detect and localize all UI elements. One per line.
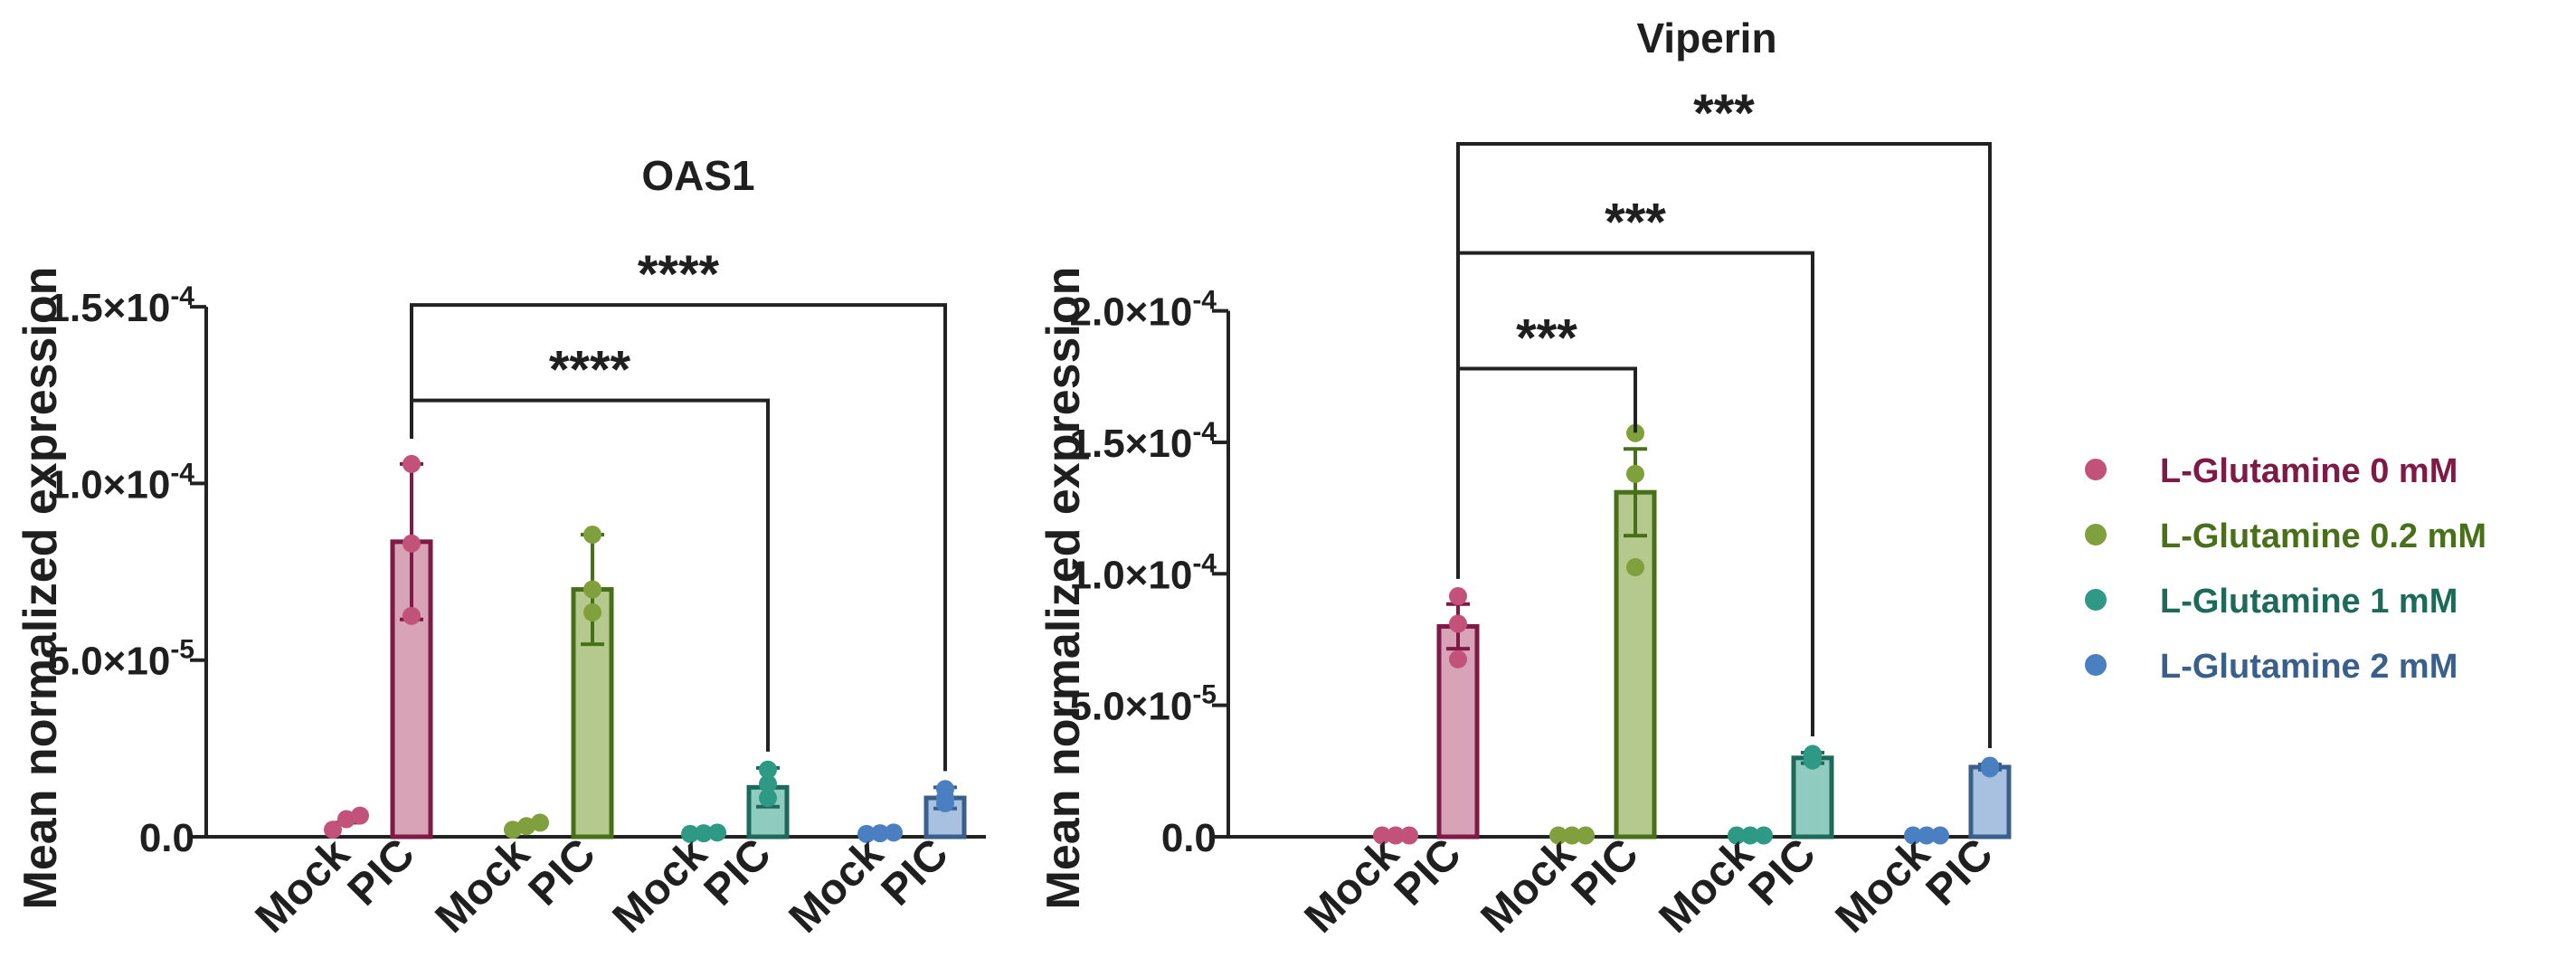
data-point (531, 813, 549, 832)
data-point (517, 817, 535, 836)
significance-stars: **** (638, 245, 720, 304)
data-point (1931, 826, 1949, 845)
data-point (759, 774, 777, 793)
data-point (681, 824, 699, 843)
significance-bracket (410, 303, 947, 772)
legend: L-Glutamine 0 mM L-Glutamine 0.2 mM L-Gl… (2085, 452, 2486, 686)
data-point (857, 824, 876, 843)
data-point (1449, 587, 1467, 606)
data-point (1626, 423, 1644, 442)
y-tick-label: 1.0×10-4 (48, 458, 195, 507)
y-tick-label: 0.0 (1161, 816, 1217, 860)
data-point (1400, 826, 1418, 845)
data-point (1577, 826, 1595, 845)
data-point (402, 534, 421, 553)
legend-label-0: L-Glutamine 0 mM (2160, 452, 2458, 490)
y-tick-label: 1.5×10-4 (1070, 417, 1217, 466)
x-tick-label: Mock (427, 830, 539, 942)
data-point (885, 823, 903, 842)
significance-bracket (1456, 142, 1992, 749)
y-tick-label: 5.0×10-5 (1070, 680, 1217, 729)
data-point (583, 602, 601, 621)
data-point (1626, 558, 1644, 577)
y-axis-label-viperin: Mean normalized expression (1037, 267, 1090, 910)
y-tick-label: 2.0×10-4 (1070, 286, 1217, 335)
legend-label-1: L-Glutamine 0.2 mM (2160, 517, 2486, 555)
x-tick-label: PIC (520, 830, 605, 915)
data-point (351, 806, 369, 825)
significance-stars: *** (1693, 84, 1755, 143)
x-tick-label: Mock (247, 830, 359, 942)
x-tick-label: PIC (339, 830, 424, 915)
x-tick-label: PIC (873, 830, 958, 915)
y-tick-label: 0.0 (139, 816, 194, 860)
x-tick-label: PIC (696, 830, 781, 915)
legend-label-3: L-Glutamine 2 mM (2160, 648, 2458, 686)
data-point (1918, 826, 1936, 845)
legend-label-2: L-Glutamine 1 mM (2160, 583, 2458, 621)
data-point (695, 824, 713, 843)
bar-viperin-3-pic (1968, 764, 2012, 839)
bar-viperin-2-pic (1791, 755, 1834, 839)
y-tick-label: 1.0×10-4 (1070, 548, 1217, 597)
panel-viperin: Viperin Mean normalized expression 0.0 5.… (1037, 14, 2012, 943)
data-point (1449, 650, 1467, 669)
data-point (936, 780, 954, 799)
data-point (1626, 464, 1644, 483)
significance-bracket (1456, 366, 1637, 579)
significance-stars: *** (1605, 194, 1666, 252)
y-tick-label: 5.0×10-5 (48, 635, 195, 684)
data-point (337, 810, 355, 829)
y-axis-label-oas1: Mean normalized expression (14, 267, 67, 910)
data-point (324, 820, 342, 839)
data-point (402, 606, 421, 625)
data-point (1563, 826, 1581, 845)
data-point (1981, 756, 1999, 775)
data-point (1449, 614, 1467, 633)
data-point (1904, 826, 1922, 845)
data-point (759, 789, 777, 808)
bar-viperin-1-pic (1614, 489, 1657, 839)
x-tick-label: Mock (781, 830, 893, 942)
panel-oas1: OAS1 Mean normalized expression 0.0 5.0×1… (14, 152, 986, 943)
data-point (1728, 826, 1746, 845)
data-point (1804, 745, 1822, 764)
legend-marker-2 (2085, 589, 2107, 611)
legend-marker-0 (2085, 459, 2107, 480)
data-point (402, 454, 421, 473)
significance-stars: *** (1516, 309, 1577, 368)
significance-stars: **** (549, 341, 631, 400)
legend-marker-1 (2085, 524, 2107, 545)
data-point (708, 823, 726, 842)
data-point (583, 580, 601, 599)
data-point (1755, 826, 1773, 845)
data-point (1549, 826, 1567, 845)
y-tick-label: 1.5×10-4 (48, 281, 195, 330)
data-point (871, 824, 889, 843)
data-point (1387, 826, 1405, 845)
data-point (504, 820, 522, 839)
legend-marker-3 (2085, 654, 2107, 676)
chart-title-oas1: OAS1 (641, 152, 754, 199)
data-point (759, 760, 777, 779)
data-point (1741, 826, 1759, 845)
data-point (583, 526, 601, 545)
chart-title-viperin: Viperin (1636, 14, 1776, 62)
data-point (1373, 826, 1391, 845)
